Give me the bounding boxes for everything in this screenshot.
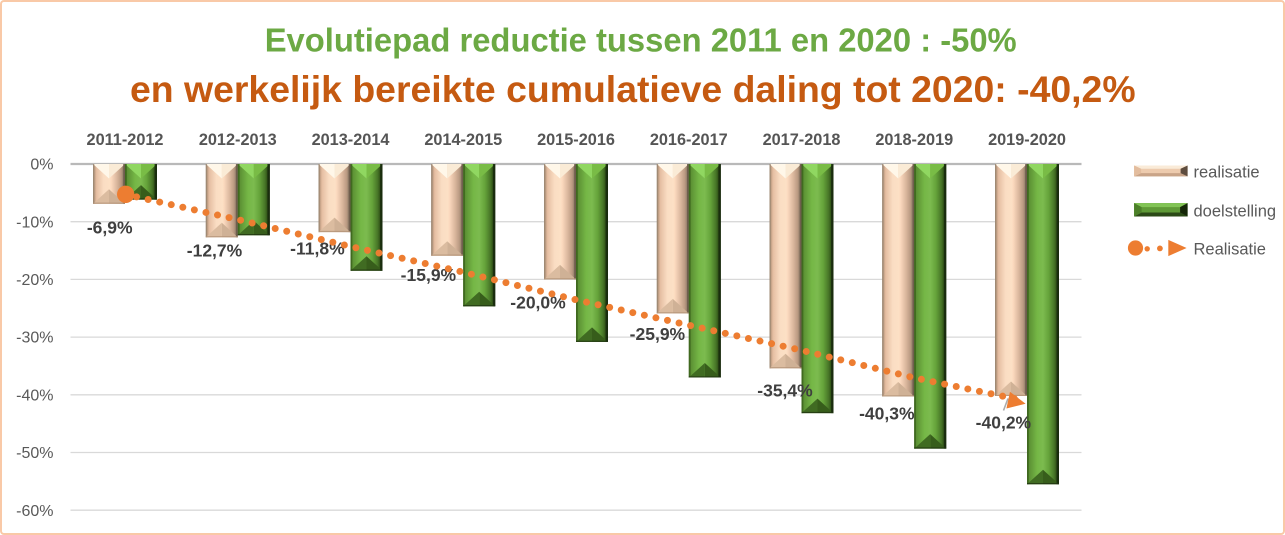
svg-text:2012-2013: 2012-2013 [199,131,277,149]
svg-text:-40%: -40% [16,387,53,404]
svg-text:-20,0%: -20,0% [510,293,566,313]
svg-text:2013-2014: 2013-2014 [312,131,390,149]
svg-text:Evolutiepad reductie tussen 20: Evolutiepad reductie tussen 2011 en 2020… [265,23,1017,60]
svg-text:2014-2015: 2014-2015 [424,131,502,149]
svg-text:doelstelling: doelstelling [1194,203,1277,221]
svg-text:Realisatie: Realisatie [1194,240,1266,258]
svg-text:-35,4%: -35,4% [757,381,813,401]
svg-text:-6,9%: -6,9% [87,218,133,238]
svg-text:2019-2020: 2019-2020 [988,131,1066,149]
svg-text:-20%: -20% [16,272,53,289]
svg-text:2017-2018: 2017-2018 [763,131,841,149]
svg-text:2011-2012: 2011-2012 [87,131,164,149]
svg-text:2015-2016: 2015-2016 [537,131,615,149]
svg-text:-10%: -10% [16,214,53,231]
svg-text:-50%: -50% [16,445,53,462]
svg-text:realisatie: realisatie [1194,163,1260,181]
svg-text:-25,9%: -25,9% [630,324,686,344]
svg-text:-15,9%: -15,9% [401,265,457,285]
svg-text:-40,3%: -40,3% [859,403,915,423]
svg-text:-11,8%: -11,8% [290,239,345,259]
svg-text:-40,2%: -40,2% [976,413,1032,433]
svg-text:0%: 0% [30,157,53,174]
svg-text:2018-2019: 2018-2019 [875,131,953,149]
svg-text:en werkelijk bereikte cumulati: en werkelijk bereikte cumulatieve daling… [130,69,1136,110]
svg-text:-60%: -60% [16,503,53,520]
svg-text:2016-2017: 2016-2017 [650,131,728,149]
svg-text:-12,7%: -12,7% [187,241,243,261]
svg-text:-30%: -30% [16,330,53,347]
